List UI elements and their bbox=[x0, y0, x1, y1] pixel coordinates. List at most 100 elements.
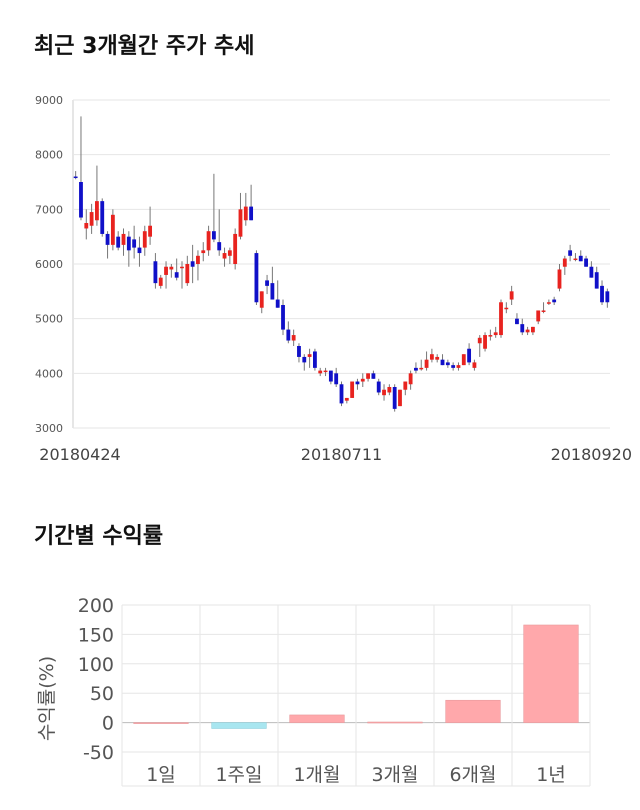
candle-body bbox=[382, 389, 386, 396]
candle-body bbox=[584, 258, 588, 267]
y-tick-label: 3000 bbox=[35, 422, 63, 435]
candle-body bbox=[153, 261, 158, 284]
candle-body bbox=[105, 233, 110, 245]
candle-body bbox=[360, 378, 365, 382]
y-tick-label: 7000 bbox=[35, 203, 63, 216]
candle-body bbox=[174, 272, 179, 278]
candle-body bbox=[217, 242, 222, 251]
candle-body bbox=[552, 299, 557, 303]
candle-body bbox=[525, 329, 530, 333]
candlestick-marks bbox=[73, 116, 610, 412]
candle-body bbox=[589, 266, 594, 278]
x-tick-label: 1주일 bbox=[215, 764, 262, 786]
candle-body bbox=[398, 389, 402, 407]
x-tick-label: 20180920 bbox=[551, 445, 632, 464]
candlestick-x-ticks: 20180424 20180711 20180920 bbox=[39, 445, 632, 464]
candle-body bbox=[73, 176, 78, 179]
x-tick-label: 1년 bbox=[536, 764, 566, 786]
candle-body bbox=[414, 367, 418, 371]
y-tick-label: 9000 bbox=[35, 94, 63, 107]
candle-body bbox=[344, 397, 349, 401]
candle-body bbox=[318, 370, 323, 374]
y-tick-label: 50 bbox=[90, 683, 114, 705]
bar-y-axis-label: 수익률(%) bbox=[36, 656, 58, 741]
candle-body bbox=[408, 373, 413, 385]
candle-body bbox=[307, 354, 312, 357]
bar-y-ticks: 200 150 100 50 0 -50 bbox=[78, 595, 114, 764]
period-return-title: 기간별 수익률 bbox=[34, 524, 164, 549]
candle-body bbox=[445, 362, 450, 366]
candle-body bbox=[79, 182, 83, 218]
candle-body bbox=[499, 302, 503, 336]
bar-grid bbox=[121, 604, 591, 787]
candle-body bbox=[573, 258, 578, 261]
x-tick-label: 20180711 bbox=[301, 445, 382, 464]
candle-body bbox=[376, 381, 381, 393]
candle-body bbox=[270, 283, 275, 300]
candle-body bbox=[158, 277, 163, 286]
y-tick-label: 200 bbox=[78, 595, 114, 617]
candle-body bbox=[196, 255, 200, 264]
candle-body bbox=[488, 335, 493, 337]
candle-body bbox=[206, 231, 211, 251]
candle-body bbox=[600, 285, 604, 303]
candle-body bbox=[504, 307, 509, 310]
candle-body bbox=[605, 291, 610, 303]
candle-body bbox=[185, 264, 190, 284]
candle-body bbox=[132, 239, 137, 248]
y-tick-label: 150 bbox=[78, 624, 114, 646]
x-tick-label: 1일 bbox=[146, 764, 176, 786]
candle-body bbox=[180, 266, 184, 269]
candle-body bbox=[355, 381, 360, 385]
candlestick-grid bbox=[72, 99, 610, 429]
candle-body bbox=[110, 214, 115, 245]
candle-body bbox=[281, 305, 285, 330]
candle-body bbox=[467, 348, 472, 363]
candle-body bbox=[233, 233, 238, 264]
candle-body bbox=[562, 258, 567, 267]
candle-body bbox=[520, 324, 525, 333]
return-bar bbox=[133, 722, 189, 724]
x-tick-label: 6개월 bbox=[449, 764, 496, 786]
x-tick-label: 3개월 bbox=[371, 764, 418, 786]
candle-body bbox=[387, 387, 392, 393]
candle-body bbox=[546, 302, 551, 304]
candle-body bbox=[254, 253, 259, 303]
candle-body bbox=[493, 332, 498, 336]
candle-body bbox=[238, 209, 243, 237]
candle-body bbox=[249, 206, 254, 221]
candle-body bbox=[339, 384, 344, 404]
candle-body bbox=[291, 335, 296, 341]
candle-body bbox=[403, 381, 408, 390]
candle-body bbox=[259, 291, 264, 308]
candle-body bbox=[568, 250, 573, 256]
candle-body bbox=[126, 236, 131, 251]
candle-body bbox=[536, 310, 541, 322]
candle-body bbox=[541, 310, 546, 312]
candle-body bbox=[472, 362, 477, 368]
candle-body bbox=[461, 354, 466, 366]
candle-body bbox=[148, 225, 153, 237]
candle-body bbox=[169, 266, 174, 270]
return-bar bbox=[445, 699, 501, 723]
candle-body bbox=[116, 236, 121, 248]
candle-body bbox=[323, 370, 328, 373]
candle-body bbox=[95, 201, 99, 221]
price-trend-title: 최근 3개월간 주가 추세 bbox=[34, 34, 255, 59]
candle-body bbox=[313, 351, 317, 368]
candle-body bbox=[451, 365, 456, 368]
candle-body bbox=[366, 373, 370, 379]
candle-body bbox=[392, 387, 397, 409]
return-bar bbox=[211, 722, 267, 729]
bar-x-ticks: 1일 1주일 1개월 3개월 6개월 1년 bbox=[146, 764, 566, 786]
candle-body bbox=[201, 250, 206, 254]
y-tick-label: 100 bbox=[78, 654, 114, 676]
bar-marks bbox=[133, 624, 579, 729]
candle-body bbox=[435, 356, 440, 360]
x-tick-label: 1개월 bbox=[293, 764, 340, 786]
candle-body bbox=[142, 231, 147, 248]
y-tick-label: -50 bbox=[83, 742, 114, 764]
candle-body bbox=[557, 269, 562, 289]
